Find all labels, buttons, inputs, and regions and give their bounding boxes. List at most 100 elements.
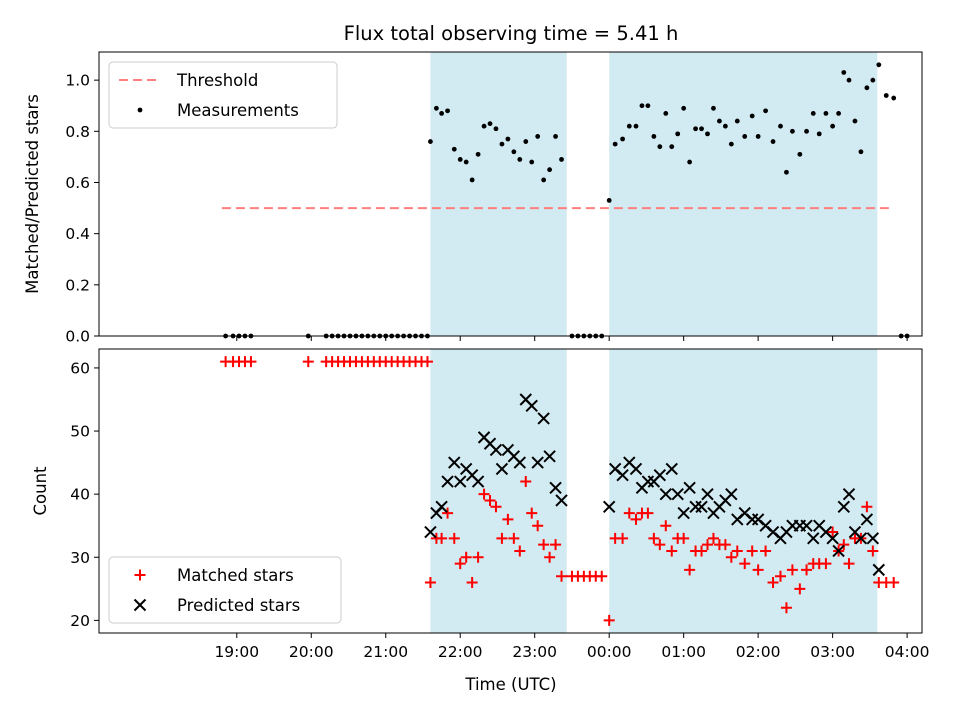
top-panel: 0.0 0.2 0.4 0.6 0.8 1.0 Matched/Predicted sta… [23,51,923,346]
predicted-star-point [629,462,643,476]
predicted-star-point [866,532,880,545]
matched-star-point [696,545,708,557]
measurement-point [553,134,558,139]
measurement-point [699,126,704,132]
legend-predicted-label: Predicted stars [177,596,300,615]
predicted-star-point [495,462,509,476]
bottom-x-tick-label: 02:00 [736,643,781,661]
matched-star-point [867,545,879,557]
measurement-point [749,113,755,119]
predicted-star-point [471,475,485,488]
top-y-tick-label: 0.0 [65,328,90,346]
matched-star-point [654,539,666,551]
matched-star-point [746,545,758,557]
matched-star-point [794,583,806,595]
top-y-axis-label: Matched/Predicted stars [23,94,42,294]
matched-star-point [538,539,550,551]
predicted-star-point [872,563,886,577]
matched-star-point [478,488,490,500]
matched-star-point [424,577,436,589]
legend-matched-label: Matched stars [177,566,294,585]
matched-star-point [502,513,514,525]
bottom-y-tick-label: 40 [70,486,90,504]
matched-star-point [466,577,478,589]
measurement-point [463,159,469,165]
predicted-star-point [683,481,696,495]
matched-star-point [648,532,660,544]
predicted-star-point [725,487,738,501]
matched-star-point [861,501,873,513]
measurement-point [770,139,776,144]
predicted-star-point [513,456,527,469]
legend-measurements-label: Measurements [177,101,299,120]
measurement-point [529,159,535,165]
measurement-point [841,70,847,75]
predicted-star-point [448,456,461,469]
measurement-point [705,131,710,137]
top-y-tick-label: 0.6 [65,174,90,192]
measurement-point [511,149,517,155]
measurement-point [645,103,651,109]
measurement-point [858,149,864,155]
matched-star-point [774,570,786,582]
bottom-x-tick-label: 19:00 [214,643,259,661]
x-axis-label: Time (UTC) [464,675,556,694]
matched-star-point [660,520,672,532]
measurement-point [481,123,487,129]
measurement-point [633,123,639,129]
bottom-x-tick-label: 04:00 [885,643,930,661]
bottom-x-tick-label: 21:00 [363,643,408,661]
matched-star-point [490,501,502,513]
matched-star-point [767,577,779,589]
matched-star-point [701,539,713,551]
predicted-star-point [537,412,550,425]
measurement-point [657,144,663,150]
predicted-star-point [489,443,503,457]
predicted-star-point [800,519,813,532]
matched-star-point [820,558,832,570]
bottom-legend: Matched stars Predicted stars [108,556,342,624]
matched-star-point [725,551,737,563]
measurement-point [541,177,547,183]
predicted-star-point [543,450,556,463]
measurement-point [681,105,687,111]
bottom-x-tick-label: 23:00 [512,643,557,661]
top-shaded-span-1 [430,52,567,336]
matched-star-point [707,532,719,544]
matched-star-point [421,356,433,368]
bottom-panel: 20 30 40 50 60 19:00 20:00 21:00 22:00 23:00 00:00… [31,348,930,694]
measurement-point [445,108,450,114]
matched-star-point [484,494,496,506]
top-legend-box [108,61,338,129]
predicted-star-point [695,500,708,513]
predicted-star-point [525,399,538,413]
measurement-point [517,157,523,162]
top-shaded-span-2 [609,52,878,336]
measurement-point [523,139,529,144]
predicted-star-point [671,487,684,501]
legend-matched-swatch [134,569,146,581]
bottom-y-tick-label: 20 [70,612,90,630]
measurement-point [810,111,816,116]
measurement-point [823,111,829,116]
matched-star-point [245,356,257,368]
predicted-star-point [860,513,874,526]
matched-star-point [302,356,314,368]
predicted-star-point [665,462,678,476]
measurement-point [711,105,716,111]
measurement-point [797,151,803,157]
predicted-star-point [832,544,845,558]
bottom-y-axis-label: Count [31,466,50,516]
matched-star-point [780,602,792,614]
predicted-star-point [424,525,437,539]
matched-star-point [472,551,484,563]
matched-star-point [526,507,538,519]
matched-star-point [684,564,696,576]
predicted-star-point [807,532,820,545]
matched-star-point [827,526,839,538]
matched-star-point [448,532,460,544]
matched-star-point [603,614,615,626]
measurement-point [728,141,734,147]
measurement-point [451,146,457,152]
